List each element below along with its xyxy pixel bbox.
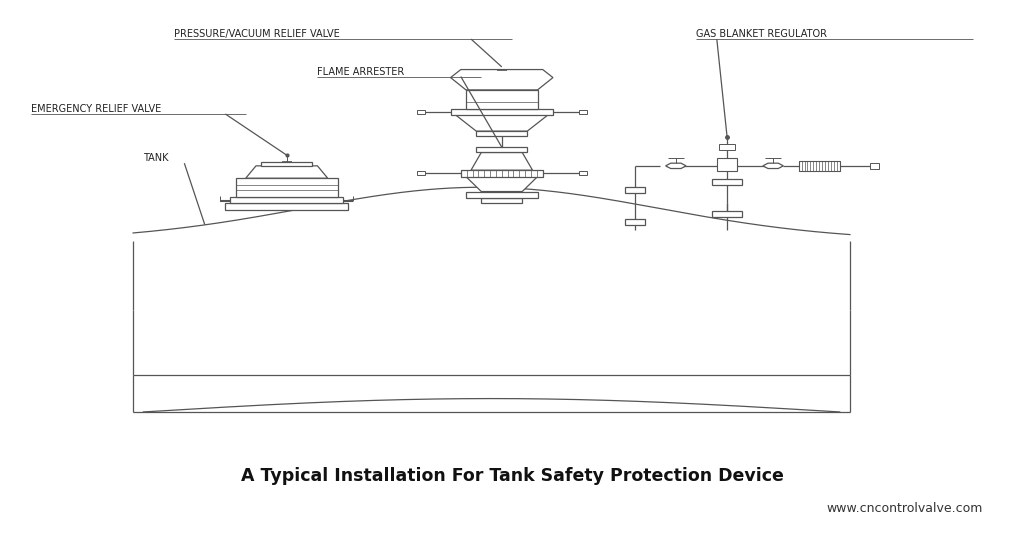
Bar [476, 131, 527, 136]
Bar [799, 160, 840, 171]
Polygon shape [763, 163, 783, 169]
Polygon shape [471, 152, 532, 170]
Bar [481, 198, 522, 203]
Polygon shape [666, 163, 686, 169]
Text: TANK: TANK [143, 152, 169, 163]
Polygon shape [246, 166, 328, 178]
Bar [717, 158, 737, 171]
Text: EMERGENCY RELIEF VALVE: EMERGENCY RELIEF VALVE [31, 104, 161, 114]
Bar [451, 109, 553, 115]
Polygon shape [456, 115, 548, 131]
Bar [476, 147, 527, 152]
Bar [466, 192, 538, 198]
Bar [579, 110, 587, 114]
Text: GAS BLANKET REGULATOR: GAS BLANKET REGULATOR [696, 29, 827, 40]
Text: www.cncontrolvalve.com: www.cncontrolvalve.com [826, 502, 983, 515]
Text: FLAME ARRESTER: FLAME ARRESTER [317, 67, 404, 77]
Bar [719, 144, 735, 150]
Bar [230, 197, 343, 203]
Text: PRESSURE/VACUUM RELIEF VALVE: PRESSURE/VACUUM RELIEF VALVE [174, 29, 340, 40]
Polygon shape [451, 70, 553, 90]
Bar [417, 171, 425, 175]
Bar [712, 211, 742, 217]
Text: A Typical Installation For Tank Safety Protection Device: A Typical Installation For Tank Safety P… [241, 467, 783, 485]
Bar [870, 163, 879, 169]
Bar [281, 189, 293, 197]
Bar [625, 219, 645, 225]
Bar [579, 171, 587, 175]
Polygon shape [466, 177, 538, 192]
Bar [225, 203, 348, 210]
Bar [417, 110, 425, 114]
Bar [236, 178, 338, 197]
Bar [461, 170, 543, 177]
Bar [712, 179, 742, 185]
Bar [625, 187, 645, 193]
Bar [261, 162, 312, 166]
Bar [466, 90, 538, 109]
